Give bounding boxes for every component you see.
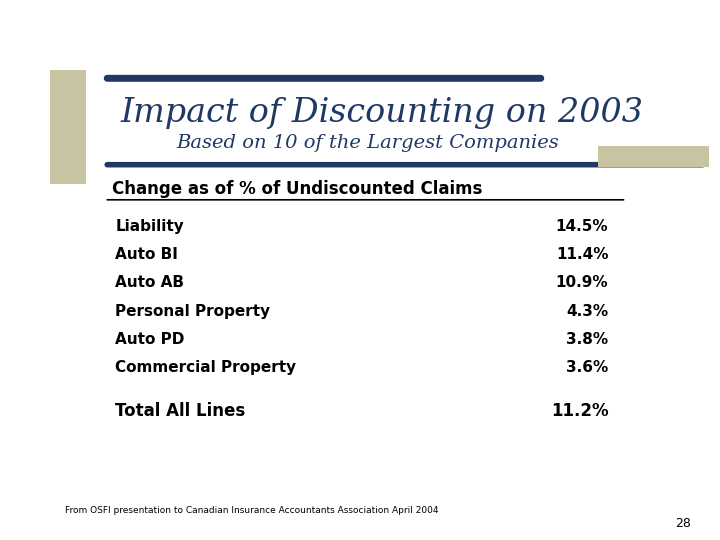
- Text: 11.2%: 11.2%: [551, 402, 608, 421]
- Text: Auto BI: Auto BI: [115, 247, 178, 262]
- Text: 3.8%: 3.8%: [566, 332, 608, 347]
- Text: 3.6%: 3.6%: [566, 360, 608, 375]
- Text: Auto PD: Auto PD: [115, 332, 184, 347]
- Text: 14.5%: 14.5%: [556, 219, 608, 234]
- Text: Total All Lines: Total All Lines: [115, 402, 246, 421]
- Text: From OSFI presentation to Canadian Insurance Accountants Association April 2004: From OSFI presentation to Canadian Insur…: [65, 506, 438, 515]
- Text: 4.3%: 4.3%: [566, 303, 608, 319]
- Text: 28: 28: [675, 517, 691, 530]
- Text: 11.4%: 11.4%: [556, 247, 608, 262]
- Text: 10.9%: 10.9%: [556, 275, 608, 291]
- Text: Commercial Property: Commercial Property: [115, 360, 297, 375]
- Text: Based on 10 of the Largest Companies: Based on 10 of the Largest Companies: [176, 134, 559, 152]
- Text: Personal Property: Personal Property: [115, 303, 270, 319]
- Text: Liability: Liability: [115, 219, 184, 234]
- Text: Auto AB: Auto AB: [115, 275, 184, 291]
- Text: Impact of Discounting on 2003: Impact of Discounting on 2003: [120, 97, 643, 130]
- Text: Change as of % of Undiscounted Claims: Change as of % of Undiscounted Claims: [112, 180, 482, 198]
